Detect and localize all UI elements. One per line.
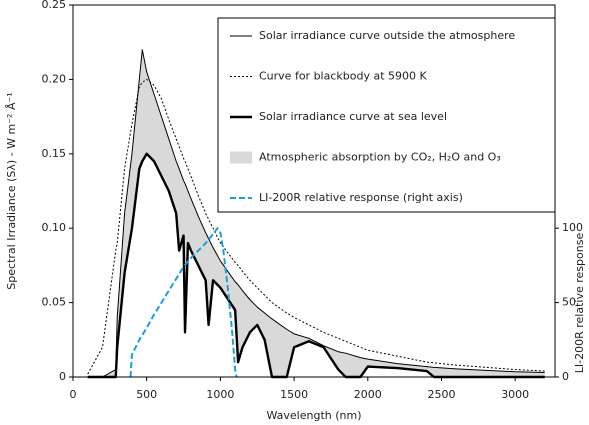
legend-box (217, 17, 556, 213)
y-axis-label: Spectral Irradiance (Sλ) - W m⁻² Å⁻¹ (5, 92, 18, 289)
absorption-area (87, 49, 545, 377)
y2-axis-label: LI-200R relative response (573, 233, 586, 374)
legend-swatch (230, 151, 252, 164)
y2-tick-label: 50 (562, 296, 576, 309)
x-tick-label: 1500 (280, 388, 308, 401)
x-tick-label: 1000 (206, 388, 234, 401)
y-tick-label: 0.05 (42, 296, 67, 309)
y-tick-label: 0.15 (42, 147, 67, 160)
series-line (87, 49, 545, 378)
legend-label: LI-200R relative response (right axis) (259, 191, 463, 204)
legend-label: Solar irradiance curve at sea level (259, 110, 447, 123)
y-tick-label: 0.25 (42, 0, 67, 11)
y2-tick-label: 0 (562, 370, 569, 383)
x-tick-label: 3000 (501, 388, 529, 401)
x-tick-label: 500 (136, 388, 157, 401)
legend-label: Curve for blackbody at 5900 K (259, 70, 428, 83)
series-line (87, 78, 545, 375)
legend-label: Solar irradiance curve outside the atmos… (259, 29, 515, 42)
legend-label: Atmospheric absorption by CO₂, H₂O and O… (259, 151, 501, 164)
y2-tick-label: 100 (562, 221, 583, 234)
series-line (129, 227, 238, 378)
y-tick-label: 0.20 (42, 72, 67, 85)
x-tick-label: 0 (70, 388, 77, 401)
x-tick-label: 2500 (428, 388, 456, 401)
y-tick-label: 0.10 (42, 221, 67, 234)
x-axis-label: Wavelength (nm) (266, 409, 361, 422)
y-tick-label: 0 (59, 370, 66, 383)
x-tick-label: 2000 (354, 388, 382, 401)
